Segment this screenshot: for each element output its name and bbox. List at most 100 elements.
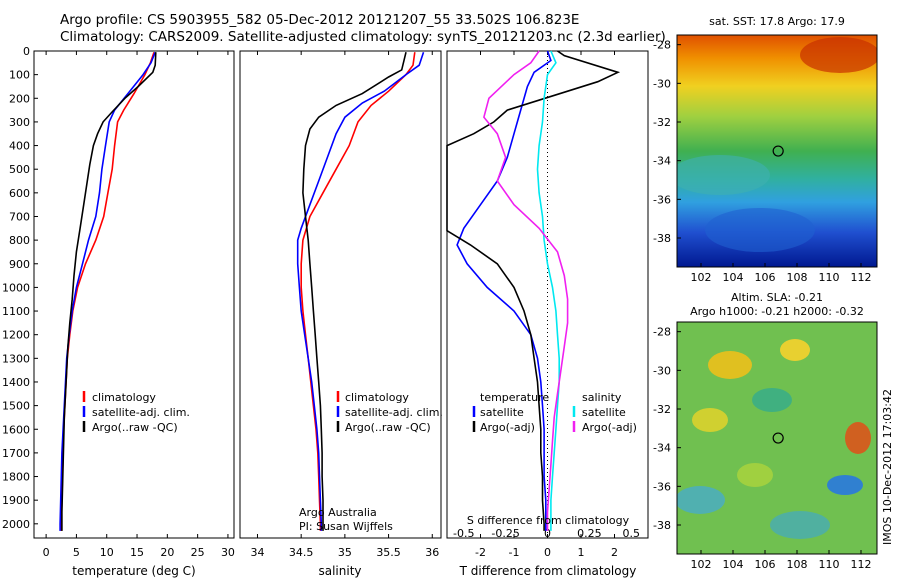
lat-tick-label: -30 [653, 77, 671, 90]
depth-tick-label: 1500 [2, 400, 30, 413]
depth-tick-label: 1700 [2, 447, 30, 460]
t-difference-label: T difference from climatology [459, 564, 637, 578]
lon-tick-label: 102 [691, 558, 712, 571]
lat-tick-label: -28 [653, 326, 671, 339]
temperature-axes [33, 50, 235, 539]
argo-australia-label: Argo Australia [299, 506, 377, 519]
sla-positive-anomaly [708, 351, 752, 379]
temperature-series [59, 51, 157, 531]
depth-tick-label: 1300 [2, 352, 30, 365]
lon-tick-label: 106 [755, 271, 776, 284]
x-tick-label: 2 [611, 546, 618, 559]
series-line-argo-raw-qc- [61, 52, 157, 531]
salinity-x-axis: 34 34.5 35 35.5 36 [250, 51, 439, 559]
legend-label-t-satellite: satellite [480, 406, 524, 419]
sst-map-title: sat. SST: 17.8 Argo: 17.9 [709, 15, 845, 28]
depth-tick-label: 600 [9, 187, 30, 200]
difference-panel: -2 -1 0 1 2 -0.5 -0.25 0 0.25 0.5 S difference fr… [446, 50, 649, 578]
series-line-s-argo-adj- [483, 50, 569, 531]
depth-tick-label: 1000 [2, 281, 30, 294]
lat-tick-label: -30 [653, 364, 671, 377]
lat-tick-label: -34 [653, 442, 671, 455]
x-tick-label: 10 [100, 546, 114, 559]
legend-label-t-argo: Argo(-adj) [480, 421, 535, 434]
lat-tick-label: -32 [653, 116, 671, 129]
x-tick-label: 1 [578, 546, 585, 559]
title-line-1: Argo profile: CS 5903955_582 05-Dec-2012… [60, 12, 579, 28]
depth-tick-label: 1800 [2, 471, 30, 484]
x-tick-label: 30 [221, 546, 235, 559]
depth-tick-label: 1200 [2, 329, 30, 342]
legend-label-climatology: climatology [92, 391, 156, 404]
sla-map-title-1: Altim. SLA: -0.21 [731, 291, 823, 304]
lon-tick-label: 110 [819, 271, 840, 284]
depth-axis: 0 100 200 300 400 500 600 700 800 900 1000 1100 1200… [2, 45, 38, 531]
lon-tick-label: 102 [691, 271, 712, 284]
x-tick-label: 25 [191, 546, 205, 559]
legend-label-s-satellite: satellite [582, 406, 626, 419]
sst-cold-patch [705, 208, 815, 252]
sla-positive-anomaly [845, 422, 871, 454]
legend-label-argo: Argo(..raw -QC) [345, 421, 431, 434]
depth-tick-label: 800 [9, 234, 30, 247]
sla-positive-anomaly [692, 408, 728, 432]
sla-negative-anomaly [770, 511, 830, 539]
imos-timestamp: IMOS 10-Dec-2012 17:03:42 [881, 389, 894, 545]
depth-tick-label: 200 [9, 92, 30, 105]
lon-tick-label: 112 [851, 271, 872, 284]
sst-warm-patch [800, 37, 877, 73]
lat-tick-label: -36 [653, 480, 671, 493]
sla-negative-anomaly [677, 486, 725, 514]
difference-x-axis: -2 -1 0 1 2 -0.5 -0.25 0 0.25 0.5 [453, 51, 640, 559]
x-tick-label: 34 [250, 546, 264, 559]
sla-positive-anomaly [737, 463, 773, 487]
depth-tick-label: 1600 [2, 423, 30, 436]
temperature-legend: climatology satellite-adj. clim. Argo(..… [82, 391, 190, 434]
lat-tick-label: -34 [653, 155, 671, 168]
legend-label-s-argo: Argo(-adj) [582, 421, 637, 434]
salinity-axes [239, 50, 442, 539]
s-tick-label: -0.5 [453, 527, 474, 540]
depth-tick-label: 500 [9, 163, 30, 176]
depth-tick-label: 1900 [2, 494, 30, 507]
temperature-x-axis: 0 5 10 15 20 25 30 [43, 51, 235, 559]
title-line-2: Climatology: CARS2009. Satellite-adjuste… [60, 29, 666, 45]
difference-legend: temperature satellite Argo(-adj) salinit… [472, 391, 637, 434]
legend-label-argo: Argo(..raw -QC) [92, 421, 178, 434]
sla-heatmap [677, 322, 877, 554]
series-line-satellite-adj-clim- [296, 51, 425, 531]
x-tick-label: -1 [509, 546, 520, 559]
sla-positive-anomaly [780, 339, 810, 361]
temperature-xlabel: temperature (deg C) [72, 564, 195, 578]
x-tick-label: 35 [338, 546, 352, 559]
depth-tick-label: 100 [9, 69, 30, 82]
depth-tick-label: 1400 [2, 376, 30, 389]
s-tick-label: -0.25 [491, 527, 519, 540]
legend-label-satellite: satellite-adj. clim. [345, 406, 443, 419]
lat-tick-label: -28 [653, 39, 671, 52]
temperature-panel: 0100200300400500600700800900100011001200… [2, 45, 235, 578]
x-tick-label: -2 [475, 546, 486, 559]
sla-map-title-2: Argo h1000: -0.21 h2000: -0.32 [690, 305, 864, 318]
salinity-legend: climatology satellite-adj. clim. Argo(..… [336, 391, 443, 434]
sst-cool-patch [677, 155, 770, 195]
series-line-argo-raw-qc- [302, 52, 407, 531]
legend-title-temperature: temperature [480, 391, 549, 404]
sla-negative-anomaly [752, 388, 792, 412]
series-line-climatology [300, 52, 416, 531]
sla-map-axes [676, 321, 878, 555]
s-tick-label: 0 [544, 527, 551, 540]
x-tick-label: 35.5 [376, 546, 401, 559]
depth-tick-label: 900 [9, 258, 30, 271]
x-tick-label: 34.5 [289, 546, 314, 559]
x-tick-label: 0 [43, 546, 50, 559]
sst-map-ticks: 102 104 106 108 110 112 -28 -30 -32 -34 -36 -38 [653, 39, 871, 284]
lon-tick-label: 108 [787, 271, 808, 284]
legend-title-salinity: salinity [582, 391, 622, 404]
lon-tick-label: 108 [787, 558, 808, 571]
sla-argo-position-marker [772, 432, 784, 444]
salinity-xlabel: salinity [318, 564, 361, 578]
x-tick-label: 0 [544, 546, 551, 559]
depth-tick-label: 700 [9, 210, 30, 223]
